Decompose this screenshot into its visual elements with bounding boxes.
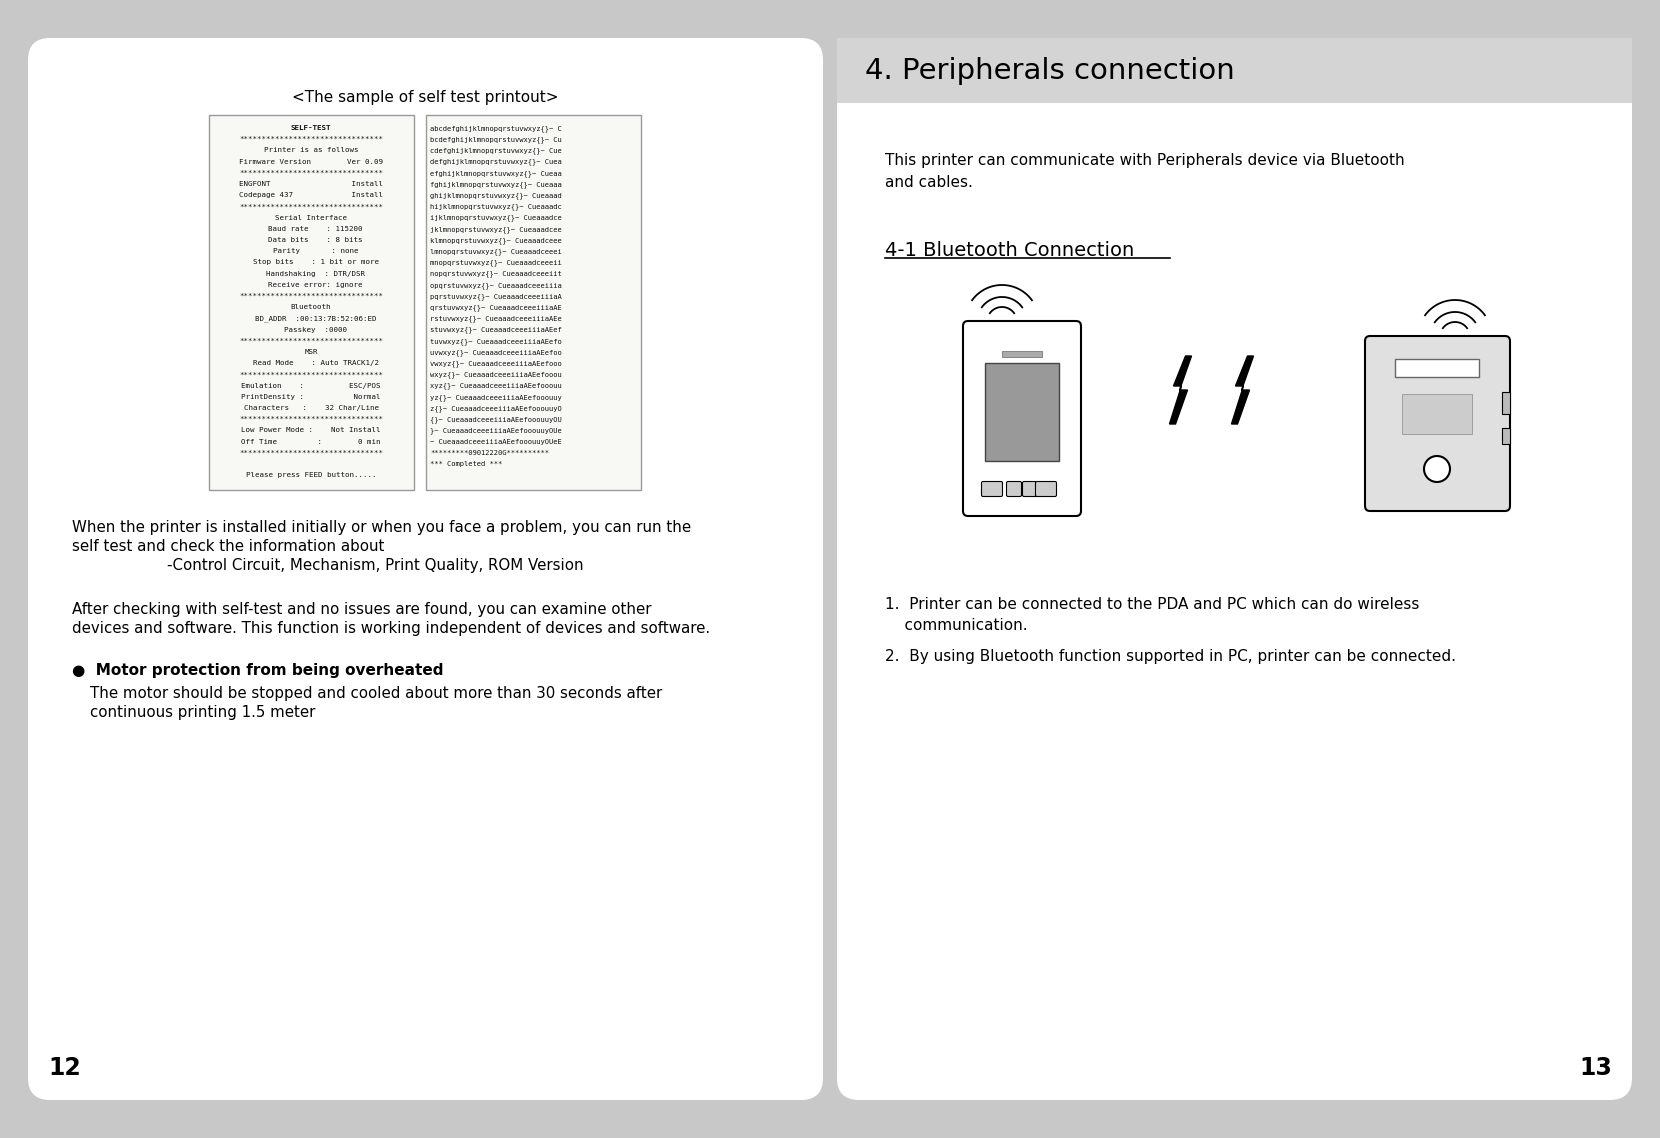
- Text: vwxyz{}~ CueaaadceeeiiiaAEefooo: vwxyz{}~ CueaaadceeeiiiaAEefooo: [430, 361, 561, 366]
- Text: 13: 13: [1579, 1056, 1612, 1080]
- FancyBboxPatch shape: [1365, 336, 1511, 511]
- Text: fghijklmnopqrstuvwxyz{}~ Cueaaa: fghijklmnopqrstuvwxyz{}~ Cueaaa: [430, 181, 561, 188]
- Bar: [209, 115, 413, 490]
- Text: Parity       : none: Parity : none: [264, 248, 359, 254]
- Text: abcdefghijklmnopqrstuvwxyz{}~ C: abcdefghijklmnopqrstuvwxyz{}~ C: [430, 125, 561, 132]
- Text: 12: 12: [48, 1056, 81, 1080]
- Text: Receive error: ignore: Receive error: ignore: [259, 282, 364, 288]
- Text: self test and check the information about: self test and check the information abou…: [71, 539, 385, 554]
- Text: {}~ CueaaadceeeiiiaAEefooouuyOU: {}~ CueaaadceeeiiiaAEefooouuyOU: [430, 417, 561, 423]
- Text: }~ CueaaadceeeiiiaAEefooouuyOUe: }~ CueaaadceeeiiiaAEefooouuyOUe: [430, 428, 561, 435]
- FancyBboxPatch shape: [837, 38, 1632, 1100]
- Bar: [1003, 351, 1042, 357]
- Text: Serial Interface: Serial Interface: [276, 215, 347, 221]
- Text: ghijklmnopqrstuvwxyz{}~ Cueaaad: ghijklmnopqrstuvwxyz{}~ Cueaaad: [430, 192, 561, 199]
- Text: Bluetooth: Bluetooth: [290, 304, 332, 311]
- Text: z{}~ CueaaadceeeiiiaAEefooouuyO: z{}~ CueaaadceeeiiiaAEefooouuyO: [430, 405, 561, 412]
- Text: The motor should be stopped and cooled about more than 30 seconds after: The motor should be stopped and cooled a…: [90, 686, 662, 701]
- FancyBboxPatch shape: [1036, 481, 1056, 496]
- Text: continuous printing 1.5 meter: continuous printing 1.5 meter: [90, 706, 315, 720]
- Bar: [1394, 358, 1479, 377]
- Bar: [1403, 394, 1472, 434]
- Text: 1.  Printer can be connected to the PDA and PC which can do wireless
    communi: 1. Printer can be connected to the PDA a…: [885, 597, 1419, 633]
- Text: cdefghijklmnopqrstuvwxyz{}~ Cue: cdefghijklmnopqrstuvwxyz{}~ Cue: [430, 148, 561, 154]
- Text: After checking with self-test and no issues are found, you can examine other: After checking with self-test and no iss…: [71, 602, 651, 617]
- Text: ********************************: ********************************: [239, 204, 383, 209]
- FancyBboxPatch shape: [981, 481, 1003, 496]
- Text: Codepage 437             Install: Codepage 437 Install: [239, 192, 383, 198]
- Text: 4-1 Bluetooth Connection: 4-1 Bluetooth Connection: [885, 241, 1134, 259]
- Bar: [837, 38, 1632, 104]
- Text: <The sample of self test printout>: <The sample of self test printout>: [292, 90, 558, 105]
- Text: Firmware Version        Ver 0.09: Firmware Version Ver 0.09: [239, 158, 383, 165]
- Text: Passkey  :0000: Passkey :0000: [276, 327, 347, 332]
- Text: stuvwxyz{}~ CueaaadceeeiiiaAEef: stuvwxyz{}~ CueaaadceeeiiiaAEef: [430, 327, 561, 333]
- Text: uvwxyz{}~ CueaaadceeeiiiaAEefoo: uvwxyz{}~ CueaaadceeeiiiaAEefoo: [430, 349, 561, 356]
- Bar: [427, 115, 641, 490]
- Text: hijklmnopqrstuvwxyz{}~ Cueaaadc: hijklmnopqrstuvwxyz{}~ Cueaaadc: [430, 204, 561, 211]
- Text: Stop bits    : 1 bit or more: Stop bits : 1 bit or more: [244, 259, 378, 265]
- Text: ********************************: ********************************: [239, 450, 383, 456]
- Text: wxyz{}~ CueaaadceeeiiiaAEefooou: wxyz{}~ CueaaadceeeiiiaAEefooou: [430, 371, 561, 378]
- Text: bcdefghijklmnopqrstuvwxyz{}~ Cu: bcdefghijklmnopqrstuvwxyz{}~ Cu: [430, 137, 561, 143]
- Text: ********************************: ********************************: [239, 292, 383, 299]
- Circle shape: [1424, 456, 1449, 483]
- Text: ●  Motor protection from being overheated: ● Motor protection from being overheated: [71, 663, 443, 678]
- Text: 2.  By using Bluetooth function supported in PC, printer can be connected.: 2. By using Bluetooth function supported…: [885, 649, 1456, 663]
- Polygon shape: [1232, 356, 1253, 424]
- Bar: [1502, 391, 1511, 414]
- Text: ********************************: ********************************: [239, 338, 383, 344]
- Text: yz{}~ CueaaadceeeiiiaAEefooouuy: yz{}~ CueaaadceeeiiiaAEefooouuy: [430, 394, 561, 401]
- FancyBboxPatch shape: [1006, 481, 1021, 496]
- Text: ********************************: ********************************: [239, 170, 383, 175]
- Text: -Control Circuit, Mechanism, Print Quality, ROM Version: -Control Circuit, Mechanism, Print Quali…: [71, 558, 584, 574]
- Text: jklmnopqrstuvwxyz{}~ Cueaaadcee: jklmnopqrstuvwxyz{}~ Cueaaadcee: [430, 225, 561, 232]
- FancyBboxPatch shape: [963, 321, 1081, 516]
- Text: Handshaking  : DTR/DSR: Handshaking : DTR/DSR: [257, 271, 365, 277]
- Text: efghijklmnopqrstuvwxyz{}~ Cueaa: efghijklmnopqrstuvwxyz{}~ Cueaa: [430, 170, 561, 176]
- Text: *********09012220G**********: *********09012220G**********: [430, 450, 549, 456]
- Text: ********************************: ********************************: [239, 417, 383, 422]
- Text: Data bits    : 8 bits: Data bits : 8 bits: [259, 237, 364, 244]
- Text: qrstuvwxyz{}~ CueaaadceeeiiiaAE: qrstuvwxyz{}~ CueaaadceeeiiiaAE: [430, 304, 561, 311]
- Text: Baud rate    : 115200: Baud rate : 115200: [259, 225, 364, 232]
- Text: tuvwxyz{}~ CueaaadceeeiiiaAEefo: tuvwxyz{}~ CueaaadceeeiiiaAEefo: [430, 338, 561, 345]
- FancyBboxPatch shape: [28, 38, 823, 1100]
- Text: opqrstuvwxyz{}~ Cueaaadceeeiiia: opqrstuvwxyz{}~ Cueaaadceeeiiia: [430, 282, 561, 289]
- Text: ********************************: ********************************: [239, 137, 383, 142]
- Bar: [1502, 428, 1511, 444]
- Text: SELF-TEST: SELF-TEST: [290, 125, 332, 131]
- FancyBboxPatch shape: [1023, 481, 1038, 496]
- Text: When the printer is installed initially or when you face a problem, you can run : When the printer is installed initially …: [71, 520, 691, 535]
- Text: ~ CueaaadceeeiiiaAEefooouuyOUeE: ~ CueaaadceeeiiiaAEefooouuyOUeE: [430, 438, 561, 445]
- Text: Characters   :    32 Char/Line: Characters : 32 Char/Line: [244, 405, 378, 411]
- Text: mnopqrstuvwxyz{}~ Cueaaadceeeii: mnopqrstuvwxyz{}~ Cueaaadceeeii: [430, 259, 561, 266]
- Text: defghijklmnopqrstuvwxyz{}~ Cuea: defghijklmnopqrstuvwxyz{}~ Cuea: [430, 158, 561, 165]
- Text: Emulation    :          ESC/POS: Emulation : ESC/POS: [241, 382, 380, 388]
- Text: Please press FEED button.....: Please press FEED button.....: [246, 472, 377, 478]
- Text: Printer is as follows: Printer is as follows: [264, 148, 359, 154]
- Text: xyz{}~ CueaaadceeeiiiaAEefooouu: xyz{}~ CueaaadceeeiiiaAEefooouu: [430, 382, 561, 389]
- Text: Read Mode    : Auto TRACK1/2: Read Mode : Auto TRACK1/2: [244, 361, 378, 366]
- Text: *** Completed ***: *** Completed ***: [430, 461, 503, 467]
- Text: This printer can communicate with Peripherals device via Bluetooth
and cables.: This printer can communicate with Periph…: [885, 152, 1404, 190]
- Text: lmnopqrstuvwxyz{}~ Cueaaadceeei: lmnopqrstuvwxyz{}~ Cueaaadceeei: [430, 248, 561, 255]
- Text: rstuvwxyz{}~ CueaaadceeeiiiaAEe: rstuvwxyz{}~ CueaaadceeeiiiaAEe: [430, 315, 561, 322]
- Polygon shape: [1170, 356, 1192, 424]
- Text: Low Power Mode :    Not Install: Low Power Mode : Not Install: [241, 428, 380, 434]
- Text: ENGFONT                  Install: ENGFONT Install: [239, 181, 383, 187]
- Text: Off Time         :        0 min: Off Time : 0 min: [241, 438, 380, 445]
- Text: pqrstuvwxyz{}~ CueaaadceeeiiiaA: pqrstuvwxyz{}~ CueaaadceeeiiiaA: [430, 292, 561, 299]
- Text: nopqrstuvwxyz{}~ Cueaaadceeeiit: nopqrstuvwxyz{}~ Cueaaadceeeiit: [430, 271, 561, 278]
- Text: klmnopqrstuvwxyz{}~ Cueaaadceee: klmnopqrstuvwxyz{}~ Cueaaadceee: [430, 237, 561, 244]
- Text: ijklmnopqrstuvwxyz{}~ Cueaaadce: ijklmnopqrstuvwxyz{}~ Cueaaadce: [430, 215, 561, 222]
- Text: MSR: MSR: [304, 349, 317, 355]
- Text: BD_ADDR  :00:13:7B:52:06:ED: BD_ADDR :00:13:7B:52:06:ED: [246, 315, 377, 322]
- Text: 4. Peripherals connection: 4. Peripherals connection: [865, 57, 1235, 84]
- Text: ********************************: ********************************: [239, 371, 383, 378]
- Text: PrintDensity :           Normal: PrintDensity : Normal: [241, 394, 380, 399]
- Bar: [984, 363, 1059, 461]
- Text: devices and software. This function is working independent of devices and softwa: devices and software. This function is w…: [71, 621, 710, 636]
